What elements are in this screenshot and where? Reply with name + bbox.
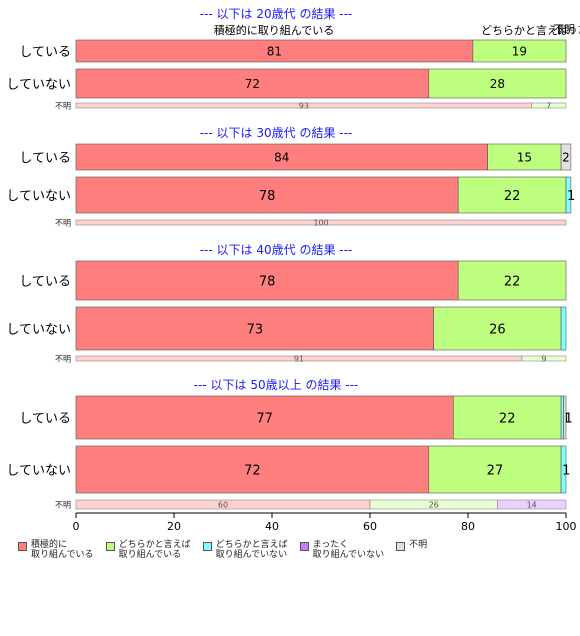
- panel-4-bar-2-label: していない: [6, 463, 71, 478]
- panel-2-bar-2-value-somewhat-active: 22: [504, 189, 521, 204]
- panel-4-unknown-label: 不明: [55, 501, 71, 510]
- panel-1-bar-1-label: している: [19, 45, 71, 60]
- panel-4-bar-1-segment-active: [75, 395, 454, 440]
- panel-3-bar-1-segment-active: [75, 260, 459, 301]
- panel-4-bar-2-value-active: 72: [244, 463, 261, 478]
- panel-3-unknown-label: 不明: [55, 355, 71, 364]
- panel-3-bar-2-segment-somewhat-inactive: [560, 306, 567, 351]
- panel-2-bar-2-segment-active: [75, 176, 459, 214]
- panel-3-unknown-value-somewhat-active: 9: [541, 355, 546, 364]
- panel-2-bar-2-segment-somewhat-active: [457, 176, 567, 214]
- legend-item-somewhat-inactive: どちらかと言えば 取り組んでいない: [202, 540, 288, 560]
- x-tick-label: 80: [461, 520, 475, 533]
- panel-4-unknown-segment-inactive: [497, 499, 567, 510]
- panel-2-bar-1-value-somewhat-active: 15: [517, 151, 532, 165]
- legend-swatch-unknown: [396, 542, 406, 551]
- panel-4-unknown-value-active: 60: [218, 501, 228, 510]
- top-annotation-unknown: 不明: [553, 23, 575, 36]
- panel-1-bar-2-segment-somewhat-active: [428, 68, 567, 99]
- panel-2-bar-2-segment-somewhat-inactive: [565, 176, 572, 214]
- panel-1-bar-2-label: していない: [6, 77, 71, 92]
- panel-2-bar-2-label: していない: [6, 189, 71, 204]
- legend-label-somewhat-inactive: どちらかと言えば 取り組んでいない: [215, 540, 288, 560]
- panel-3-bar-2-segment-active: [75, 306, 435, 351]
- legend-item-active: 積極的に 取り組んでいる: [18, 540, 94, 560]
- panel-title-4: --- 以下は 50歳以上 の結果 ---: [194, 378, 359, 392]
- x-tick-label: 0: [73, 520, 80, 533]
- top-annotation-somewhat: どちらかと言えば: [481, 24, 569, 37]
- legend-item-unknown: 不明: [396, 540, 427, 560]
- panel-2-bar-1-value-unknown: 2: [562, 151, 570, 165]
- legend-label-unknown: 不明: [409, 540, 428, 550]
- panel-4-bar-1-label: している: [19, 411, 71, 426]
- panel-4-bar-1-value-unknown: 1: [565, 411, 573, 426]
- panel-4-bar-2-value-somewhat-inactive: 1: [562, 463, 570, 478]
- legend-swatch-somewhat-active: [105, 542, 115, 551]
- panel-4-bar-1-value-somewhat-active: 22: [499, 411, 516, 426]
- panel-3-bar-2-label: していない: [6, 322, 71, 337]
- panel-3-bar-2-value-active: 73: [247, 322, 264, 337]
- panel-4-bar-1-segment-somewhat-active: [452, 395, 562, 440]
- legend-label-somewhat-active: どちらかと言えば 取り組んでいる: [118, 540, 191, 560]
- panel-4-bar-2-segment-somewhat-inactive: [560, 445, 567, 494]
- legend-swatch-somewhat-inactive: [202, 542, 212, 551]
- panel-4-bar-2-segment-somewhat-active: [428, 445, 562, 494]
- legend-item-somewhat-active: どちらかと言えば 取り組んでいる: [105, 540, 191, 560]
- top-annotation-inactive: まった: [556, 23, 580, 36]
- panel-1-unknown-label: 不明: [55, 102, 71, 111]
- panel-title-1: --- 以下は 20歳代 の結果 ---: [200, 7, 353, 21]
- panel-2-bar-2-value-active: 78: [259, 189, 276, 204]
- panel-2-unknown-value-active: 100: [313, 219, 328, 228]
- panel-3-bar-1-value-somewhat-active: 22: [504, 274, 521, 289]
- panel-3-unknown-segment-somewhat-active: [521, 355, 567, 362]
- panel-1-bar-1-value-active: 81: [267, 45, 282, 59]
- legend-item-inactive: まったく 取り組んでいない: [299, 540, 385, 560]
- panel-3-bar-2-segment-somewhat-active: [433, 306, 562, 351]
- panel-3-bar-1-value-active: 78: [259, 274, 276, 289]
- panel-3-bar-1-segment-somewhat-active: [457, 260, 567, 301]
- x-tick-label: 20: [167, 520, 181, 533]
- panel-4-bar-1-segment-unknown: [563, 395, 567, 440]
- panel-4-unknown-value-inactive: 14: [527, 501, 537, 510]
- panel-1-unknown-segment-somewhat-active: [531, 102, 567, 109]
- panel-4-bar-2-segment-active: [75, 445, 430, 494]
- legend-label-inactive: まったく 取り組んでいない: [312, 540, 385, 560]
- panel-4-bar-1-value-active: 77: [256, 411, 273, 426]
- legend-swatch-active: [18, 542, 27, 551]
- panel-4-bar-2-value-somewhat-active: 27: [487, 463, 504, 478]
- x-tick-label: 60: [363, 520, 377, 533]
- x-tick-label: 100: [556, 520, 577, 533]
- top-annotation-active: 積極的に取り組んでいる: [214, 23, 334, 37]
- panel-3-bar-2-value-somewhat-active: 26: [489, 322, 506, 337]
- panel-1-bar-2-value-somewhat-active: 28: [490, 77, 505, 91]
- panel-3-bar-1-label: している: [19, 274, 71, 289]
- panel-1-bar-1-segment-somewhat-active: [472, 39, 567, 63]
- panel-2-bar-2-value-somewhat-inactive: 1: [567, 189, 575, 204]
- panel-2-unknown-segment-active: [75, 219, 567, 226]
- panel-2-bar-1-label: している: [19, 151, 71, 166]
- panel-3-unknown-value-active: 91: [294, 355, 304, 364]
- x-tick-label: 40: [265, 520, 279, 533]
- panel-2-bar-1-segment-unknown: [560, 143, 572, 171]
- panel-2-unknown-label: 不明: [55, 219, 71, 228]
- legend: 積極的に 取り組んでいる どちらかと言えば 取り組んでいる どちらかと言えば 取…: [18, 540, 578, 560]
- panel-1-unknown-value-active: 93: [299, 102, 309, 111]
- panel-2-bar-1-value-active: 84: [274, 151, 289, 165]
- panel-title-2: --- 以下は 30歳代 の結果 ---: [200, 126, 353, 140]
- panel-1-unknown-value-somewhat-active: 7: [546, 102, 551, 111]
- legend-swatch-inactive: [299, 542, 309, 551]
- panel-4-unknown-value-somewhat-active: 26: [429, 501, 439, 510]
- panel-1-bar-1-value-somewhat-active: 19: [512, 45, 527, 59]
- legend-label-active: 積極的に 取り組んでいる: [31, 540, 94, 560]
- panel-2-bar-1-segment-active: [75, 143, 488, 171]
- panel-1-bar-2-value-active: 72: [245, 77, 260, 91]
- panel-2-bar-1-segment-somewhat-active: [487, 143, 562, 171]
- panel-title-3: --- 以下は 40歳代 の結果 ---: [200, 243, 353, 257]
